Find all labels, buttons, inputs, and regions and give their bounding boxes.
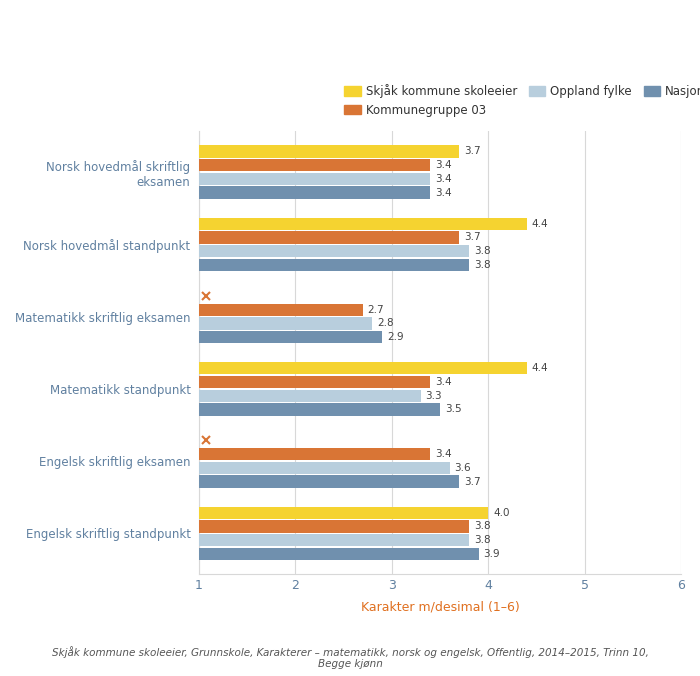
Text: 3.3: 3.3 (426, 391, 442, 401)
Text: 4.4: 4.4 (531, 363, 548, 373)
Text: 2.7: 2.7 (368, 305, 384, 314)
Bar (199, 376, 430, 388)
Bar (199, 218, 526, 230)
Bar (199, 389, 421, 402)
Bar (199, 331, 382, 343)
Text: 3.6: 3.6 (454, 463, 471, 473)
Text: 2.9: 2.9 (387, 332, 403, 342)
Bar (199, 317, 372, 329)
Bar (199, 475, 459, 488)
Text: 4.4: 4.4 (531, 219, 548, 228)
Text: 3.7: 3.7 (464, 477, 481, 487)
Bar (199, 259, 469, 271)
Text: Skjåk kommune skoleeier, Grunnskole, Karakterer – matematikk, norsk og engelsk, : Skjåk kommune skoleeier, Grunnskole, Kar… (52, 646, 648, 669)
X-axis label: Karakter m/desimal (1–6): Karakter m/desimal (1–6) (360, 601, 519, 614)
Text: 3.8: 3.8 (474, 260, 490, 270)
Bar (199, 404, 440, 416)
Bar (199, 173, 430, 185)
Text: 3.9: 3.9 (483, 549, 500, 559)
Bar (199, 548, 479, 560)
Bar (199, 534, 469, 546)
Bar (199, 448, 430, 460)
Bar (199, 159, 430, 171)
Text: 3.8: 3.8 (474, 521, 490, 531)
Bar (199, 187, 430, 199)
Bar (199, 245, 469, 258)
Text: 3.4: 3.4 (435, 449, 452, 459)
Text: 3.8: 3.8 (474, 246, 490, 256)
Text: 3.8: 3.8 (474, 535, 490, 545)
Bar (199, 462, 449, 474)
Text: 3.4: 3.4 (435, 377, 452, 387)
Bar (199, 362, 526, 375)
Legend: Skjåk kommune skoleeier, Kommunegruppe 03, Oppland fylke, Nasjonalt: Skjåk kommune skoleeier, Kommunegruppe 0… (340, 79, 700, 122)
Text: 3.4: 3.4 (435, 160, 452, 170)
Text: 3.5: 3.5 (444, 404, 461, 414)
Text: 3.7: 3.7 (464, 233, 481, 243)
Bar (199, 304, 363, 316)
Text: 4.0: 4.0 (493, 508, 510, 518)
Bar (199, 145, 459, 158)
Bar (199, 521, 469, 533)
Text: 3.4: 3.4 (435, 188, 452, 197)
Bar (199, 231, 459, 243)
Text: 2.8: 2.8 (377, 318, 394, 329)
Text: 3.4: 3.4 (435, 174, 452, 184)
Bar (199, 506, 488, 519)
Text: 3.7: 3.7 (464, 147, 481, 156)
